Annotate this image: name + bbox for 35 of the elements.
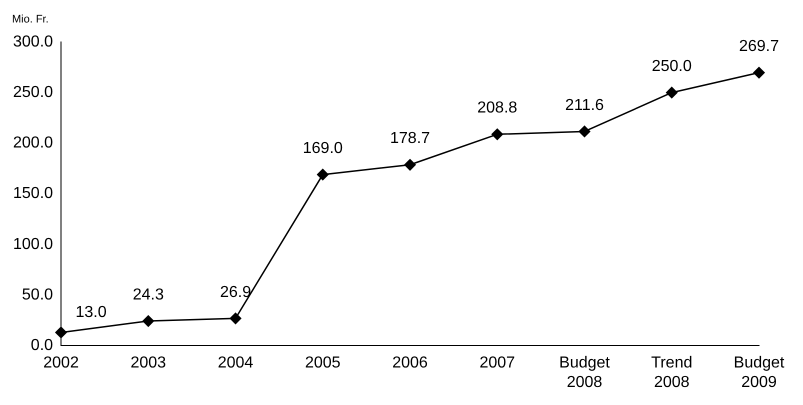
- x-tick-label: Budget 2009: [734, 354, 785, 391]
- x-tick-label: 2007: [479, 354, 516, 372]
- data-label: 250.0: [652, 58, 692, 76]
- point: [317, 168, 329, 180]
- y-axis-title: Mio. Fr.: [12, 14, 49, 26]
- data-label: 211.6: [565, 96, 604, 114]
- data-label: 24.3: [132, 286, 164, 304]
- point: [578, 126, 590, 138]
- data-label: 178.7: [390, 130, 430, 148]
- x-tick-label: 2004: [218, 354, 254, 372]
- y-tick-label: 300.0: [12, 33, 54, 50]
- point: [492, 128, 504, 140]
- x-tick-label: 2006: [392, 354, 428, 372]
- x-tick-label: 2003: [130, 354, 166, 372]
- x-tick-label: Budget 2008: [559, 354, 610, 391]
- data-label: 269.7: [738, 38, 780, 56]
- data-label: 13.0: [75, 304, 107, 321]
- x-tick-label: Trend 2008: [651, 354, 692, 391]
- y-tick-label: 50.0: [22, 286, 54, 304]
- point: [230, 312, 242, 324]
- y-tick-label: 100.0: [12, 236, 54, 253]
- x-tick-label: 2002: [43, 354, 79, 372]
- y-tick-label: 200.0: [12, 134, 54, 152]
- point: [753, 66, 765, 78]
- y-tick-label: 0.0: [30, 337, 54, 354]
- y-tick-label: 150.0: [12, 185, 54, 202]
- point: [666, 86, 678, 98]
- data-label: 208.8: [477, 100, 518, 117]
- point: [404, 159, 416, 171]
- point: [142, 315, 154, 327]
- y-tick-label: 250.0: [12, 84, 54, 102]
- x-tick-label: 2005: [304, 354, 341, 372]
- data-label: 169.0: [302, 140, 343, 157]
- data-label: 26.9: [220, 284, 252, 301]
- point: [55, 326, 67, 338]
